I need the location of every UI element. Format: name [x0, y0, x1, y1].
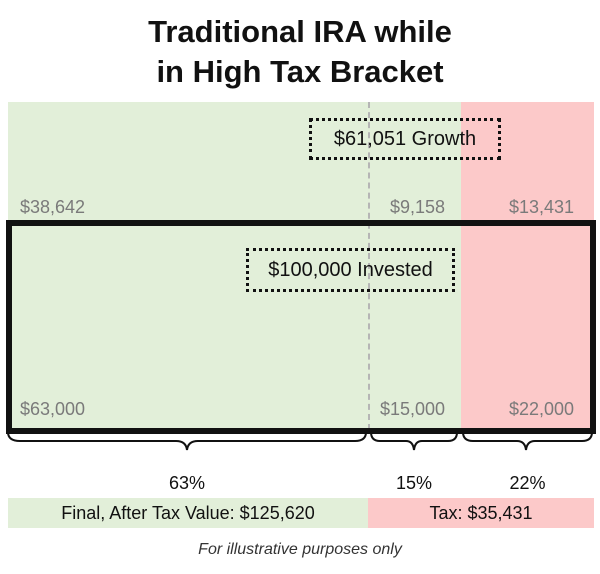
- brace-after-tax: [7, 431, 367, 451]
- brace-tax: [462, 431, 593, 451]
- pct-after-tax: 63%: [168, 473, 206, 493]
- divider-line: [368, 102, 370, 430]
- brace-middle: [370, 431, 458, 451]
- invested-tax-value: $22,000: [509, 399, 575, 419]
- invested-after-tax-value: $63,000: [20, 399, 86, 419]
- growth-after-tax-value: $38,642: [20, 197, 86, 217]
- pct-tax: 22%: [509, 473, 546, 493]
- growth-middle-value: $9,158: [390, 197, 446, 217]
- growth-box: $61,051 Growth: [309, 118, 501, 160]
- tax-summary: Tax: $35,431: [368, 498, 594, 528]
- final-after-tax-summary: Final, After Tax Value: $125,620: [8, 498, 368, 528]
- title-line-2: in High Tax Bracket: [156, 54, 444, 89]
- footnote: For illustrative purposes only: [198, 541, 402, 558]
- invested-frame: [6, 220, 596, 434]
- invested-middle-value: $15,000: [380, 399, 446, 419]
- growth-tax-value: $13,431: [509, 197, 575, 217]
- title-line-1: Traditional IRA while: [148, 14, 452, 49]
- pct-middle: 15%: [395, 473, 433, 493]
- invested-box: $100,000 Invested: [246, 248, 455, 292]
- braces: [7, 431, 593, 451]
